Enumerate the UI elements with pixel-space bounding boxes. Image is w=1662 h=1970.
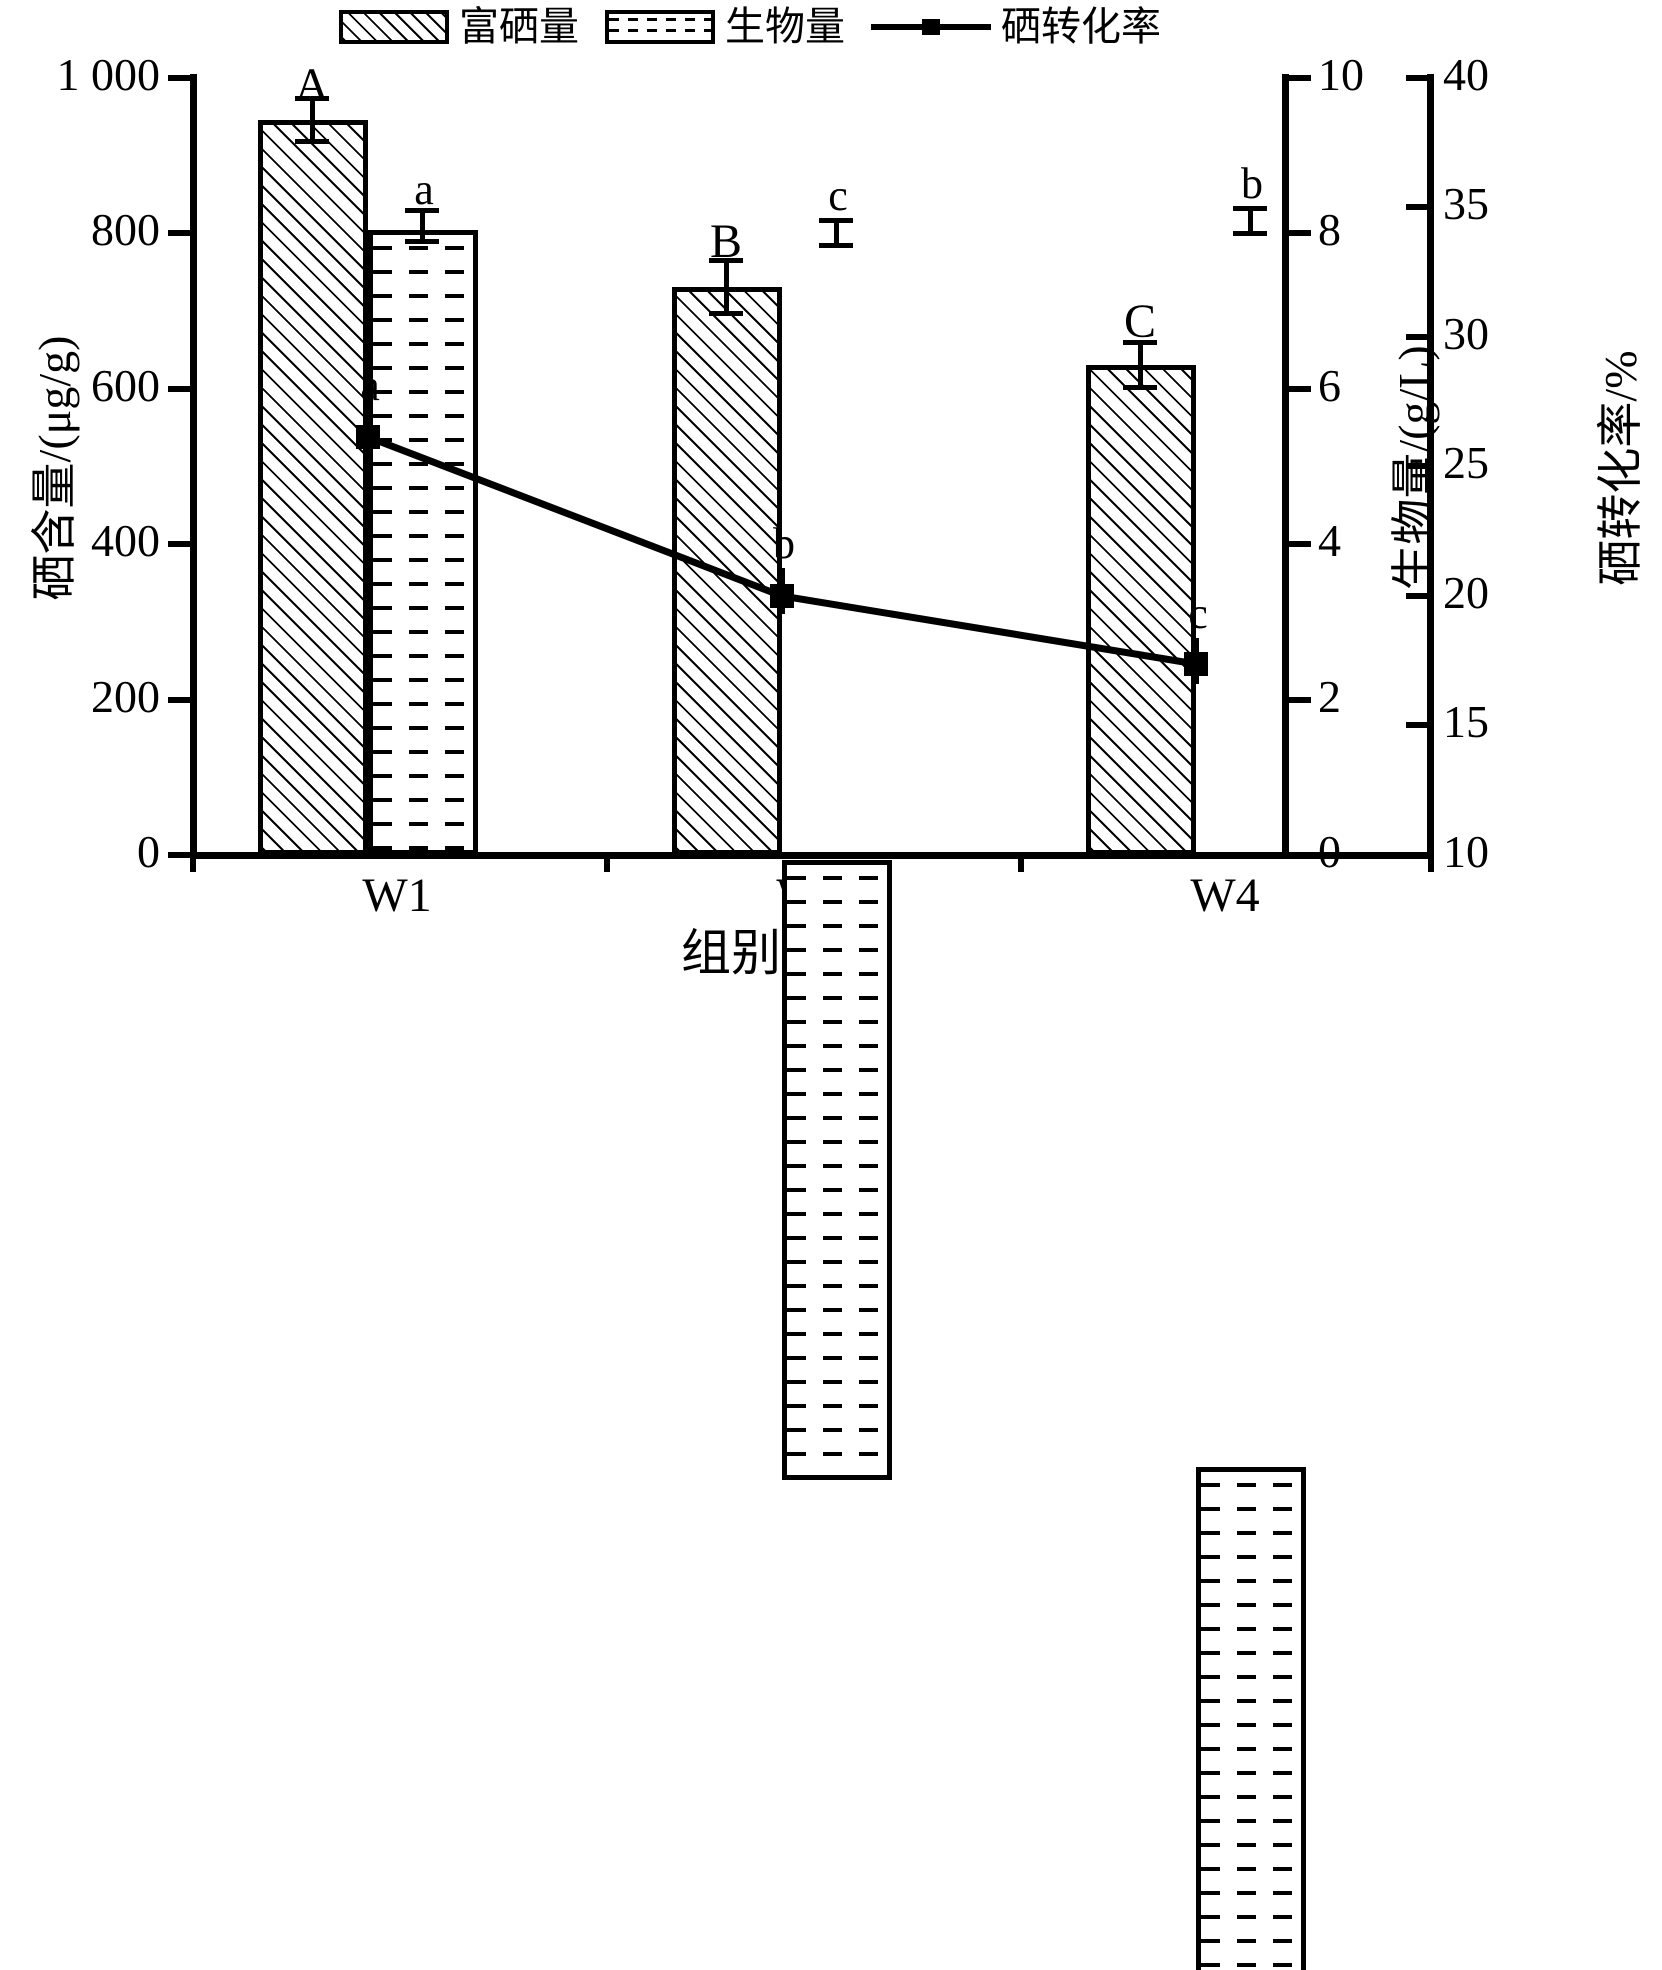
y-axis-right2-ticklabel: 20 xyxy=(1443,567,1489,618)
y-axis-right1-ticklabel: 6 xyxy=(1318,360,1341,411)
y-axis-right2-ticklabel: 35 xyxy=(1443,178,1489,229)
y-axis-right2-tick xyxy=(1406,722,1428,728)
bar-biomass-w4 xyxy=(1196,1467,1306,1970)
errorbar-biomass-w3 xyxy=(834,218,839,248)
dotted-bar-swatch-icon xyxy=(605,10,715,44)
errorbar-cap-bottom xyxy=(709,311,743,316)
errorbar-cap-bottom xyxy=(1123,385,1157,390)
y-axis-right1-tick xyxy=(1289,697,1311,703)
y-axis-left-ticklabel: 200 xyxy=(91,671,160,722)
significance-label-biomass-w3: c xyxy=(828,171,848,220)
y-axis-right2-ticklabel: 30 xyxy=(1443,308,1489,359)
x-axis-ticklabel-w4: W4 xyxy=(1190,869,1260,922)
y-axis-right2-tick xyxy=(1406,852,1428,858)
y-axis-right2-line xyxy=(1427,74,1434,859)
x-axis-ticklabel-w1: W1 xyxy=(362,869,432,922)
y-axis-left-tick xyxy=(168,386,192,392)
y-axis-right1-ticklabel: 10 xyxy=(1318,49,1364,100)
y-axis-right2-title: 硒转化率/% xyxy=(1595,350,1646,586)
y-axis-right1-ticklabel: 4 xyxy=(1318,515,1341,566)
bar-se-content-w1 xyxy=(258,120,368,855)
errorbar-cap-top xyxy=(709,258,743,263)
y-axis-left-tick xyxy=(168,541,192,547)
legend-item-conversion-rate: 硒转化率 xyxy=(871,7,1161,47)
bar-biomass-w1 xyxy=(368,230,478,855)
y-axis-right1-tick xyxy=(1289,541,1311,547)
chart-legend: 富硒量 生物量 硒转化率 xyxy=(280,4,1220,50)
errorbar-cap-bottom xyxy=(405,239,439,244)
y-axis-right2-tick xyxy=(1406,593,1428,599)
line-marker-swatch-icon xyxy=(871,10,991,44)
significance-label-biomass-w4: b xyxy=(1241,159,1263,208)
y-axis-right1-tick xyxy=(1289,852,1311,858)
y-axis-right1-ticklabel: 8 xyxy=(1318,204,1341,255)
y-axis-left-ticklabel: 800 xyxy=(91,204,160,255)
y-axis-left-line xyxy=(190,74,197,859)
significance-label-se-content-w1: A xyxy=(294,59,330,112)
y-axis-right1-ticklabel: 0 xyxy=(1318,826,1341,877)
y-axis-right2-ticklabel: 15 xyxy=(1443,696,1489,747)
significance-label-conversion-w4: c xyxy=(1188,589,1208,638)
errorbar-se-content-w1 xyxy=(310,96,315,144)
errorbar-cap-top xyxy=(1123,340,1157,345)
significance-label-biomass-w1: a xyxy=(414,165,434,214)
y-axis-left-ticklabel: 400 xyxy=(91,515,160,566)
y-axis-left-tick xyxy=(168,230,192,236)
y-axis-right2-tick xyxy=(1406,75,1428,81)
errorbar-biomass-w1 xyxy=(420,208,425,244)
errorbar-cap-top xyxy=(819,218,853,223)
x-axis-tick xyxy=(1428,852,1434,872)
y-axis-left-tick xyxy=(168,697,192,703)
legend-label-se-content: 富硒量 xyxy=(459,4,579,49)
y-axis-right1-tick xyxy=(1289,75,1311,81)
significance-label-se-content-w4: C xyxy=(1123,295,1156,348)
errorbar-cap-bottom xyxy=(1233,231,1267,236)
y-axis-left-title: 硒含量/(μg/g) xyxy=(29,335,80,601)
errorbar-cap-top xyxy=(1233,206,1267,211)
legend-label-biomass: 生物量 xyxy=(725,4,845,49)
y-axis-left-ticklabel: 1 000 xyxy=(56,49,161,100)
y-axis-left-tick xyxy=(168,852,192,858)
y-axis-right1-tick xyxy=(1289,386,1311,392)
y-axis-left-ticklabel: 0 xyxy=(137,826,160,877)
y-axis-right1-ticklabel: 2 xyxy=(1318,671,1341,722)
y-axis-right2-ticklabel: 10 xyxy=(1443,826,1489,877)
x-axis-tick xyxy=(1018,852,1024,872)
significance-label-se-content-w3: B xyxy=(709,215,742,268)
significance-label-conversion-w3: b xyxy=(773,519,795,568)
bar-se-content-w3 xyxy=(672,287,782,855)
x-axis-line xyxy=(190,852,1434,859)
y-axis-right2-ticklabel: 25 xyxy=(1443,437,1489,488)
y-axis-right1-tick xyxy=(1289,230,1311,236)
y-axis-right2-ticklabel: 40 xyxy=(1443,49,1489,100)
errorbar-cap-top xyxy=(405,208,439,213)
hatched-bar-swatch-icon xyxy=(339,10,449,44)
x-axis-tick xyxy=(604,852,610,872)
legend-label-conversion-rate: 硒转化率 xyxy=(1001,4,1161,49)
legend-item-se-content: 富硒量 xyxy=(339,7,605,47)
errorbar-se-content-w3 xyxy=(724,258,729,316)
errorbar-cap-bottom xyxy=(295,139,329,144)
bar-biomass-w3 xyxy=(782,860,892,1480)
chart-figure: 富硒量 生物量 硒转化率 1 000 800 600 400 200 0 硒含量… xyxy=(0,0,1662,985)
y-axis-right1-line xyxy=(1282,74,1289,859)
errorbar-cap-bottom xyxy=(819,243,853,248)
legend-item-biomass: 生物量 xyxy=(605,7,871,47)
errorbar-biomass-w4 xyxy=(1248,206,1253,236)
errorbar-cap-top xyxy=(295,96,329,101)
y-axis-left-tick xyxy=(168,75,192,81)
y-axis-right2-tick xyxy=(1406,334,1428,340)
significance-label-conversion-w1: a xyxy=(360,361,380,410)
y-axis-left-ticklabel: 600 xyxy=(91,360,160,411)
x-axis-title: 组别 xyxy=(681,925,781,981)
y-axis-right2-tick xyxy=(1406,463,1428,469)
errorbar-se-content-w4 xyxy=(1138,340,1143,390)
x-axis-tick xyxy=(190,852,196,872)
y-axis-right2-tick xyxy=(1406,204,1428,210)
